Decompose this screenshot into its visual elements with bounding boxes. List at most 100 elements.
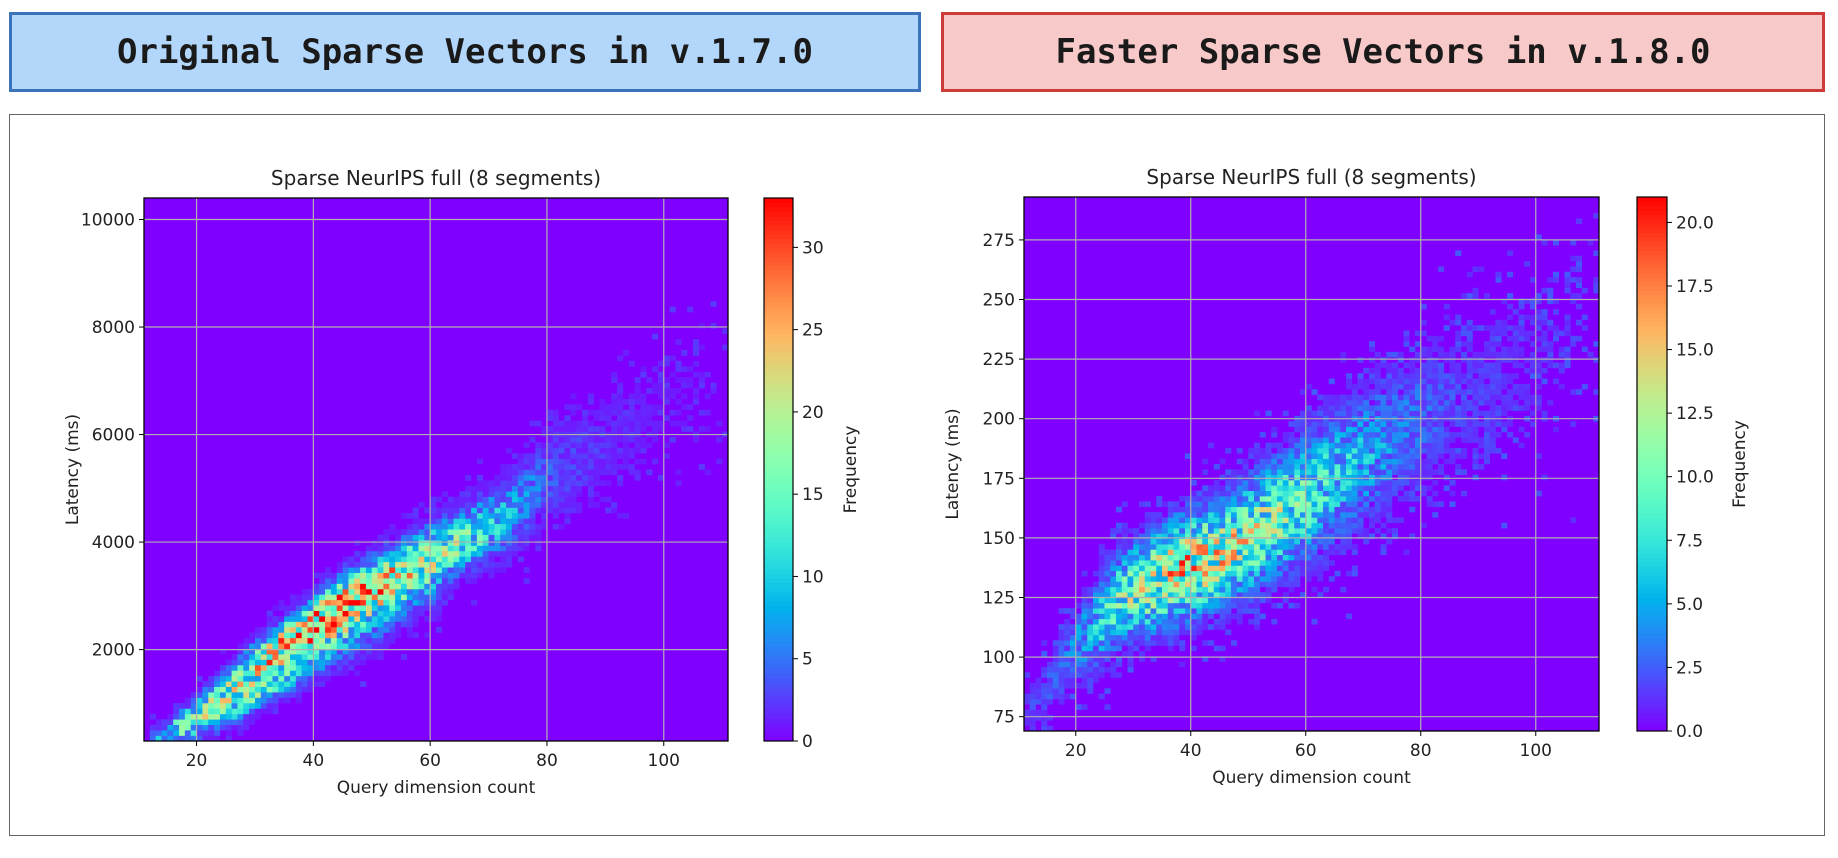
heatmap-bin xyxy=(1449,421,1456,427)
heatmap-bin xyxy=(1070,650,1077,657)
heatmap-bin xyxy=(1282,458,1289,465)
heatmap-bin xyxy=(1374,453,1381,459)
heatmap-bin xyxy=(1064,624,1071,630)
heatmap-bin xyxy=(1478,442,1485,449)
heatmap-bin xyxy=(1190,618,1197,625)
heatmap-bin xyxy=(406,632,413,639)
heatmap-bin xyxy=(1236,613,1243,620)
heatmap-bin xyxy=(587,426,594,432)
heatmap-bin xyxy=(1553,271,1560,278)
heatmap-bin xyxy=(354,670,361,677)
heatmap-bin xyxy=(266,686,273,693)
heatmap-bin xyxy=(587,409,594,416)
heatmap-bin xyxy=(1323,442,1330,449)
heatmap-bin xyxy=(511,502,519,508)
colorbar-segment xyxy=(764,627,793,633)
heatmap-bin xyxy=(523,458,530,465)
heatmap-bin xyxy=(1587,239,1594,246)
heatmap-bin xyxy=(1139,586,1146,593)
heatmap-bin xyxy=(1110,597,1117,604)
heatmap-bin xyxy=(301,621,308,628)
heatmap-bin xyxy=(231,664,238,671)
heatmap-bin xyxy=(441,534,448,541)
heatmap-bin xyxy=(1351,474,1358,481)
heatmap-bin xyxy=(552,426,559,432)
heatmap-bin xyxy=(476,534,484,541)
heatmap-bin xyxy=(1415,496,1422,502)
heatmap-bin xyxy=(1144,624,1151,630)
colorbar-segment xyxy=(764,243,793,249)
heatmap-bin xyxy=(1489,447,1496,454)
heatmap-bin xyxy=(360,621,367,628)
heatmap-bin xyxy=(1328,485,1335,491)
heatmap-bin xyxy=(354,616,361,622)
heatmap-bin xyxy=(1374,490,1381,497)
heatmap-bin xyxy=(640,404,647,411)
heatmap-bin xyxy=(208,675,215,682)
heatmap-bin xyxy=(173,719,180,726)
heatmap-bin xyxy=(272,637,279,644)
heatmap-bin xyxy=(272,664,279,671)
heatmap-bin xyxy=(284,675,291,682)
heatmap-bin xyxy=(506,496,513,503)
colorbar-segment xyxy=(764,406,793,412)
heatmap-bin xyxy=(1231,533,1238,540)
heatmap-bin xyxy=(1443,303,1450,310)
heatmap-bin xyxy=(1501,399,1508,406)
heatmap-bin xyxy=(1420,362,1427,369)
heatmap-bin xyxy=(1576,218,1583,224)
x-axis-label: Query dimension count xyxy=(337,778,536,798)
heatmap-bin xyxy=(219,664,227,671)
heatmap-bin xyxy=(1397,442,1404,449)
heatmap-bin xyxy=(1317,522,1324,529)
heatmap-bin xyxy=(1340,421,1347,427)
heatmap-bin xyxy=(482,480,489,487)
heatmap-bin xyxy=(301,654,308,660)
heatmap-bin xyxy=(1334,399,1341,406)
heatmap-bin xyxy=(1386,480,1393,486)
heatmap-bin xyxy=(1570,517,1577,524)
colorbar-segment xyxy=(1637,468,1667,474)
heatmap-bin xyxy=(1374,469,1381,475)
heatmap-bin xyxy=(406,556,413,563)
heatmap-bin xyxy=(1219,544,1226,550)
heatmap-bin xyxy=(675,339,682,345)
heatmap-bin xyxy=(1179,629,1186,636)
heatmap-bin xyxy=(225,675,232,682)
heatmap-bin xyxy=(459,572,466,579)
heatmap-bin xyxy=(692,371,700,378)
heatmap-bin xyxy=(336,588,343,595)
heatmap-bin xyxy=(249,708,256,715)
heatmap-bin xyxy=(1150,618,1157,625)
heatmap-bin xyxy=(494,474,501,481)
heatmap-bin xyxy=(354,540,361,546)
heatmap-bin xyxy=(295,599,302,606)
heatmap-bin xyxy=(1185,570,1192,577)
heatmap-bin xyxy=(494,540,501,546)
heatmap-bin xyxy=(1093,677,1100,684)
heatmap-bin xyxy=(371,610,378,617)
heatmap-bin xyxy=(389,621,396,628)
heatmap-bin xyxy=(1346,480,1353,486)
heatmap-bin xyxy=(1035,714,1042,721)
heatmap-bin xyxy=(1225,570,1232,577)
heatmap-bin xyxy=(652,404,659,411)
heatmap-bin xyxy=(669,409,676,416)
heatmap-bin xyxy=(1219,656,1226,662)
heatmap-bin xyxy=(1104,624,1111,630)
heatmap-bin xyxy=(1558,346,1565,353)
heatmap-bin xyxy=(1098,554,1105,561)
heatmap-bin xyxy=(1397,351,1404,358)
heatmap-bin xyxy=(1190,586,1197,593)
heatmap-bin xyxy=(307,643,314,649)
heatmap-bin xyxy=(488,518,495,525)
heatmap-bin xyxy=(506,550,513,557)
heatmap-bin xyxy=(284,637,291,644)
heatmap-bin xyxy=(1075,666,1082,673)
heatmap-bin xyxy=(1593,250,1600,257)
heatmap-bin xyxy=(1530,373,1537,379)
heatmap-bin xyxy=(640,458,647,465)
heatmap-bin xyxy=(1282,533,1289,540)
heatmap-bin xyxy=(406,594,413,601)
heatmap-bin xyxy=(1213,544,1220,550)
